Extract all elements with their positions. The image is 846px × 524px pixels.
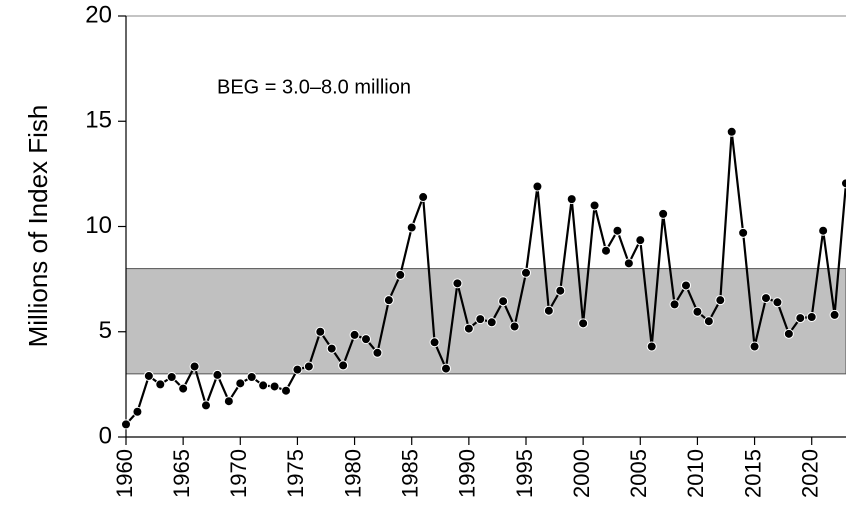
data-point	[612, 225, 623, 236]
data-point	[658, 208, 669, 219]
data-point	[315, 326, 326, 337]
data-point	[372, 347, 383, 358]
data-point	[555, 285, 566, 296]
data-point	[338, 360, 349, 371]
data-point	[121, 419, 131, 430]
data-point	[361, 334, 371, 345]
data-point	[383, 295, 394, 306]
x-tick-label: 1990	[455, 449, 480, 498]
data-point	[303, 361, 314, 372]
data-point	[692, 306, 703, 317]
data-point	[269, 381, 280, 392]
x-tick-label: 2000	[569, 449, 594, 498]
x-tick-label: 2020	[798, 449, 823, 498]
x-tick-label: 1970	[226, 449, 251, 498]
data-point	[543, 305, 554, 316]
data-point	[726, 126, 737, 137]
y-tick-label: 0	[99, 422, 112, 449]
data-point	[429, 337, 440, 348]
data-point	[235, 378, 246, 389]
data-point	[646, 341, 657, 352]
data-point	[475, 314, 486, 325]
y-tick-label: 20	[85, 1, 112, 28]
x-tick-label: 1965	[169, 449, 194, 498]
data-point	[349, 329, 360, 340]
data-point	[601, 245, 611, 256]
data-point	[441, 363, 451, 374]
x-tick-label: 1985	[398, 449, 423, 498]
data-point	[155, 379, 166, 390]
data-point	[418, 192, 429, 203]
data-point	[841, 178, 846, 189]
data-point	[246, 372, 257, 383]
data-point	[829, 309, 840, 320]
data-point	[749, 341, 760, 352]
data-point	[806, 312, 817, 323]
data-point	[703, 316, 714, 327]
data-point	[258, 380, 269, 391]
data-point	[795, 313, 806, 324]
annotation: BEG = 3.0–8.0 million	[217, 76, 411, 98]
data-point	[463, 323, 474, 334]
data-point	[783, 328, 794, 339]
series-line	[125, 131, 846, 426]
data-point	[223, 396, 234, 407]
data-point	[635, 235, 646, 246]
data-point	[292, 364, 303, 375]
data-point	[509, 321, 520, 332]
data-point	[143, 370, 154, 381]
data-point	[669, 299, 680, 310]
data-point	[818, 225, 829, 236]
x-tick-label: 2010	[683, 449, 708, 498]
x-tick-label: 2015	[740, 449, 765, 498]
data-point	[532, 181, 543, 192]
data-point	[178, 383, 189, 394]
y-tick-label: 5	[99, 317, 112, 344]
data-point	[715, 295, 726, 306]
data-point	[326, 343, 337, 354]
x-tick-label: 1995	[512, 449, 537, 498]
data-point	[772, 297, 783, 308]
x-tick-label: 1980	[340, 449, 365, 498]
data-point	[681, 280, 691, 291]
y-tick-label: 15	[85, 107, 112, 134]
data-point	[738, 227, 749, 238]
x-tick-label: 1975	[283, 449, 308, 498]
data-point	[521, 267, 531, 278]
data-point	[498, 296, 509, 307]
data-point	[452, 278, 463, 289]
data-point	[578, 318, 589, 329]
data-point	[189, 361, 200, 372]
data-point	[212, 369, 223, 380]
y-tick-label: 10	[85, 212, 112, 239]
x-tick-label: 2005	[626, 449, 651, 498]
data-point	[761, 293, 771, 304]
data-point	[566, 194, 577, 205]
data-point	[395, 269, 406, 280]
data-point	[623, 258, 634, 269]
y-axis-label: Millions of Index Fish	[23, 105, 53, 348]
data-point	[406, 222, 417, 233]
x-tick-label: 1960	[112, 449, 137, 498]
data-point	[166, 372, 177, 383]
data-point	[281, 385, 291, 396]
data-point	[486, 317, 497, 328]
data-point	[132, 406, 143, 417]
data-point	[201, 400, 211, 411]
data-point	[589, 200, 600, 211]
